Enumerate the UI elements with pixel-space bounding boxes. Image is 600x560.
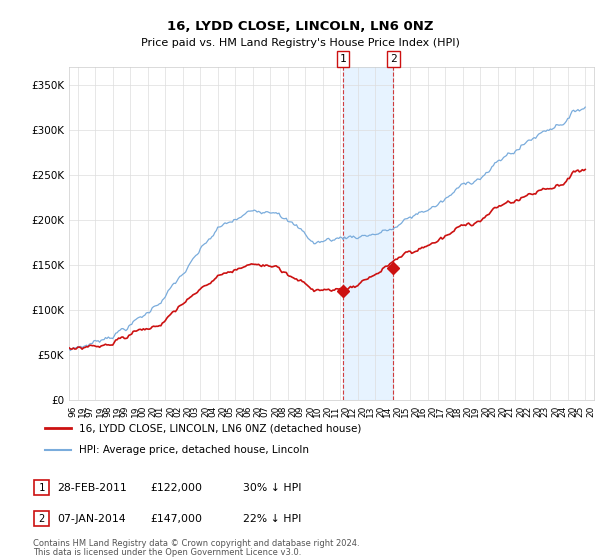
Text: 2: 2 <box>390 54 397 64</box>
Text: This data is licensed under the Open Government Licence v3.0.: This data is licensed under the Open Gov… <box>33 548 301 557</box>
Text: Contains HM Land Registry data © Crown copyright and database right 2024.: Contains HM Land Registry data © Crown c… <box>33 539 359 548</box>
Text: 07-JAN-2014: 07-JAN-2014 <box>57 514 125 524</box>
Text: 2: 2 <box>38 514 44 524</box>
Text: £147,000: £147,000 <box>150 514 202 524</box>
Text: 28-FEB-2011: 28-FEB-2011 <box>57 483 127 493</box>
Text: 22% ↓ HPI: 22% ↓ HPI <box>243 514 301 524</box>
Text: 1: 1 <box>340 54 347 64</box>
Text: HPI: Average price, detached house, Lincoln: HPI: Average price, detached house, Linc… <box>79 445 309 455</box>
Text: 16, LYDD CLOSE, LINCOLN, LN6 0NZ: 16, LYDD CLOSE, LINCOLN, LN6 0NZ <box>167 20 433 32</box>
Bar <box>343 67 394 400</box>
Text: £122,000: £122,000 <box>150 483 202 493</box>
FancyBboxPatch shape <box>34 511 49 526</box>
Text: 30% ↓ HPI: 30% ↓ HPI <box>243 483 302 493</box>
FancyBboxPatch shape <box>34 480 49 495</box>
Text: 1: 1 <box>38 483 44 493</box>
Text: 16, LYDD CLOSE, LINCOLN, LN6 0NZ (detached house): 16, LYDD CLOSE, LINCOLN, LN6 0NZ (detach… <box>79 423 362 433</box>
Text: Price paid vs. HM Land Registry's House Price Index (HPI): Price paid vs. HM Land Registry's House … <box>140 38 460 48</box>
